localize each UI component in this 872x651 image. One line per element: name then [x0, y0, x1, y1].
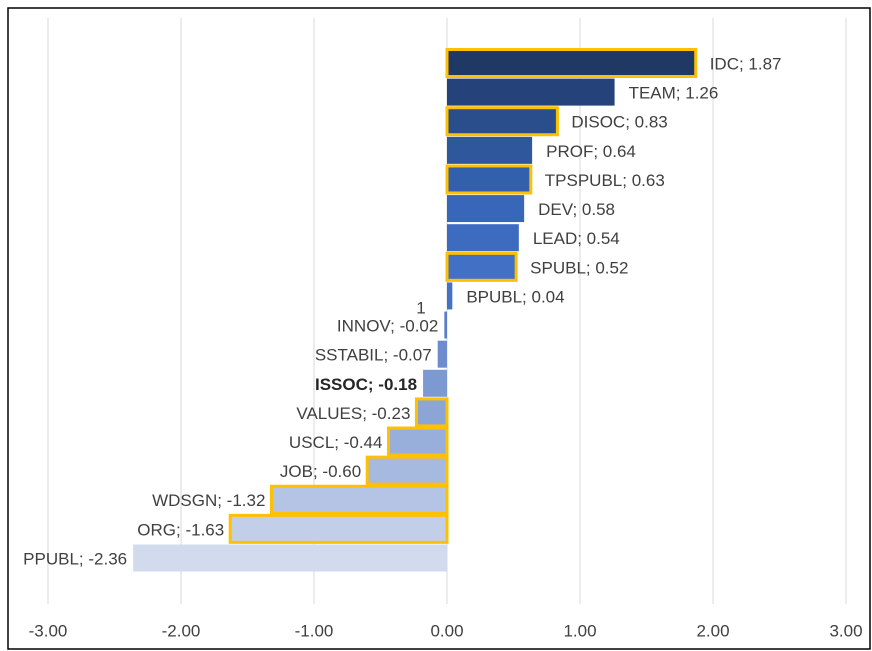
- data-label: DISOC; 0.83: [571, 113, 667, 132]
- x-tick-label: -3.00: [29, 621, 68, 640]
- bar: [437, 340, 447, 368]
- data-label: SSTABIL; -0.07: [315, 346, 432, 365]
- bar: [445, 164, 533, 195]
- data-label: DEV; 0.58: [538, 200, 615, 219]
- data-label: USCL; -0.44: [289, 433, 383, 452]
- bar: [414, 397, 449, 428]
- data-label: ISSOC; -0.18: [315, 375, 417, 394]
- x-tick-label: 3.00: [829, 621, 862, 640]
- data-label: SPUBL; 0.52: [530, 258, 628, 277]
- bar: [447, 195, 525, 223]
- data-label: LEAD; 0.54: [533, 229, 620, 248]
- bar: [365, 455, 449, 486]
- x-tick-label: 0.00: [430, 621, 463, 640]
- x-tick-label: 1.00: [563, 621, 596, 640]
- data-label: JOB; -0.60: [280, 462, 361, 481]
- bar: [447, 136, 533, 164]
- bar: [444, 311, 447, 339]
- data-label: IDC; 1.87: [710, 54, 782, 73]
- bar: [445, 251, 518, 282]
- x-tick-label: 2.00: [696, 621, 729, 640]
- data-label: TPSPUBL; 0.63: [545, 171, 665, 190]
- data-label: BPUBL; 0.04: [466, 287, 564, 306]
- data-label: PPUBL; -2.36: [23, 549, 127, 568]
- bar: [133, 544, 447, 572]
- data-label: INNOV; -0.02: [337, 317, 438, 336]
- bar: [447, 224, 519, 252]
- bar: [423, 369, 447, 397]
- annotation: 1: [416, 298, 425, 317]
- x-tick-label: -2.00: [162, 621, 201, 640]
- data-label: PROF; 0.64: [546, 142, 636, 161]
- bar: [445, 106, 559, 137]
- data-label: ORG; -1.63: [137, 520, 224, 539]
- bar: [386, 426, 449, 457]
- data-label: WDSGN; -1.32: [152, 491, 265, 510]
- x-tick-label: -1.00: [295, 621, 334, 640]
- bar: [269, 484, 449, 515]
- data-label: TEAM; 1.26: [629, 84, 719, 103]
- bar: [228, 513, 449, 544]
- bar: [447, 78, 615, 106]
- data-label: VALUES; -0.23: [296, 404, 410, 423]
- bar: [445, 48, 698, 78]
- bar: [447, 282, 453, 310]
